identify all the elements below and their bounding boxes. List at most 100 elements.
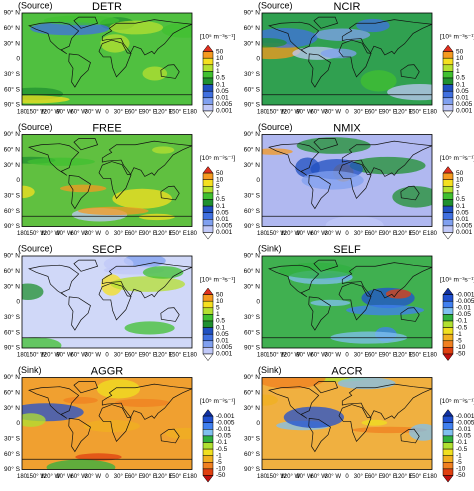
lat-label: 90° N [4, 130, 21, 138]
colorbar-cap [442, 232, 454, 240]
lon-label: 90° W [296, 231, 313, 237]
colorbar-label: 50 [216, 170, 224, 177]
lon-label: 150° W [26, 474, 46, 480]
panel-name: DETR [92, 1, 122, 13]
lat-label: 60° N [244, 389, 261, 397]
colorbar-box [202, 422, 214, 430]
coastline [308, 53, 331, 88]
lon-label: 120° E [155, 110, 173, 116]
colorbar-cap [202, 44, 214, 52]
lon-label: 120° E [395, 353, 413, 359]
field-blob [63, 396, 98, 404]
lon-label: 180 [257, 474, 268, 480]
colorbar-box [202, 179, 214, 187]
lon-label: 90° W [56, 231, 73, 237]
lat-label: 90° S [244, 101, 261, 109]
coastline [160, 64, 180, 79]
lon-label: 180 [427, 474, 438, 480]
lat-label: 60° S [244, 85, 261, 93]
lat-label: 30° N [244, 161, 261, 169]
colorbar-label: 5 [216, 305, 220, 312]
colorbar-label: -10 [456, 344, 466, 351]
colorbar-label: -0.001 [456, 413, 474, 420]
coastline [268, 143, 320, 176]
colorbar-label: -0.001 [456, 291, 474, 298]
colorbar-box [442, 104, 454, 112]
field-blob [262, 394, 278, 406]
panel-tag: (Source) [258, 122, 293, 132]
lat-label: 0 [16, 177, 20, 184]
colorbar-label: 1 [216, 68, 220, 75]
lat-label: 90° S [4, 465, 21, 473]
colorbar-label: 0.5 [216, 318, 225, 325]
colorbar-box [442, 422, 454, 430]
colorbar-cap [202, 353, 214, 362]
field-blob [283, 406, 345, 428]
lon-label: 180 [257, 231, 268, 237]
lat-label: 0 [256, 420, 260, 427]
lon-label: 180 [427, 231, 438, 237]
coastline [98, 161, 132, 200]
coastline [101, 140, 192, 177]
coastline [101, 262, 192, 299]
lat-label: 30° N [244, 282, 261, 290]
lon-label: 120° E [155, 474, 173, 480]
lon-label: 30° E [354, 231, 369, 237]
coastline [268, 264, 320, 298]
colorbar-label: 50 [216, 291, 224, 298]
colorbar-box [442, 429, 454, 437]
colorbar-label: 0.1 [456, 81, 465, 88]
colorbar-box [202, 435, 214, 443]
lon-label: 150° E [409, 474, 427, 480]
lat-label: 0 [16, 420, 20, 427]
field-blob [320, 48, 357, 59]
field-blob [387, 84, 432, 101]
coastline [308, 418, 331, 453]
colorbar-cap [202, 475, 214, 483]
field-blob [78, 206, 149, 216]
field-blob [112, 188, 173, 209]
field-blob [46, 459, 116, 470]
lon-label: 90° E [142, 110, 157, 116]
colorbar-box [202, 333, 214, 342]
colorbar-label: -0.001 [216, 413, 235, 420]
colorbar-box [442, 468, 454, 476]
colorbar-box [442, 77, 454, 85]
colorbar-label: -0.05 [216, 433, 231, 440]
field-blob [96, 379, 141, 399]
lon-label: 120° E [395, 231, 413, 237]
lon-label: 30° W [325, 474, 342, 480]
field-blob [262, 38, 287, 48]
lon-label: 30° W [85, 110, 102, 116]
lon-label: 90° E [142, 353, 157, 359]
colorbar-box [442, 64, 454, 72]
lon-label: 0 [105, 474, 109, 480]
lon-label: 60° E [368, 353, 383, 359]
colorbar-box [442, 320, 454, 328]
lat-label: 60° N [4, 267, 21, 275]
colorbar-label: 0.1 [216, 324, 225, 331]
colorbar-label: 0.005 [216, 344, 233, 351]
lon-label: 120° W [280, 231, 300, 237]
lon-label: 90° E [142, 231, 157, 237]
field-blob [325, 215, 384, 227]
lon-label: 150° W [266, 231, 286, 237]
coastline [98, 39, 132, 78]
map-frame [21, 12, 193, 106]
colorbar-label: -0.01 [456, 305, 471, 312]
lon-label: 120° W [280, 474, 300, 480]
panel-name: NCIR [334, 1, 361, 13]
lat-label: 60° S [4, 85, 21, 93]
coastline [160, 185, 180, 201]
panel-name: SELF [333, 244, 361, 256]
lat-label: 60° S [244, 328, 261, 336]
lon-label: 60° W [70, 231, 87, 237]
lat-label: 30° S [244, 435, 261, 443]
coastline [400, 185, 420, 201]
colorbar-box [442, 294, 454, 302]
colorbar-label: 0.001 [216, 108, 233, 115]
coastline [73, 138, 99, 151]
colorbar-label: 0.1 [216, 81, 225, 88]
colorbar-box [202, 64, 214, 72]
coastline [28, 21, 80, 55]
